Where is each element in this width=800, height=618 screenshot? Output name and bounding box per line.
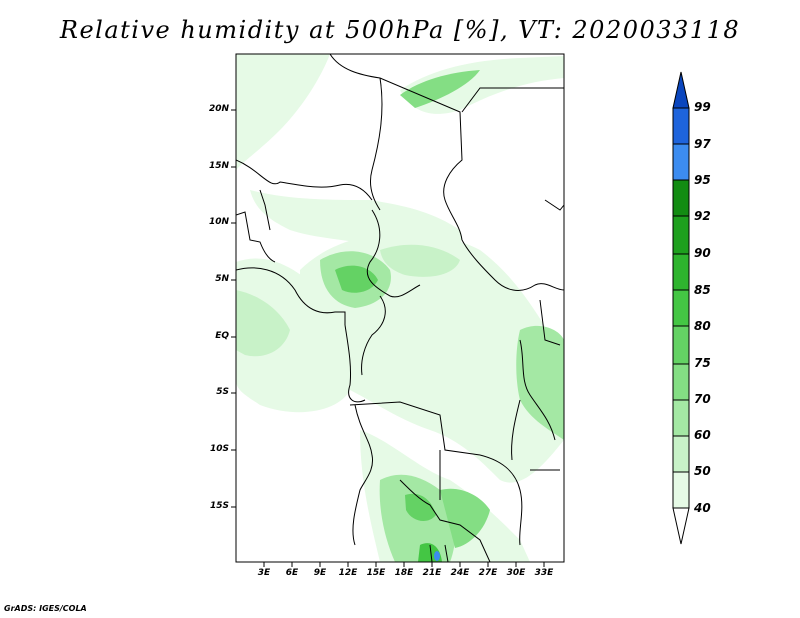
grads-credit: GrADS: IGES/COLA [4, 604, 87, 613]
colorbar-segment-85 [672, 289, 690, 327]
colorbar-label-99: 99 [694, 100, 711, 114]
colorbar-segment-60 [672, 435, 690, 473]
lat-label-15s: 15S [209, 501, 229, 511]
lon-label-15e: 15E [366, 568, 386, 578]
lon-label-9e: 9E [313, 568, 327, 578]
lon-label-6e: 6E [285, 568, 299, 578]
colorbar-label-70: 70 [694, 392, 711, 406]
colorbar-segment-97 [672, 143, 690, 181]
map-frame [235, 53, 565, 563]
colorbar-label-95: 95 [694, 173, 711, 187]
latitude-ticks [231, 109, 236, 508]
lat-label-15n: 15N [208, 161, 229, 171]
colorbar-bottom-arrow [672, 507, 690, 545]
humidity-region-south-max [434, 551, 440, 561]
humidity-region-central-band [250, 190, 462, 254]
humidity-field [236, 54, 564, 562]
lat-label-20n: 20N [208, 104, 229, 114]
lon-label-30e: 30E [506, 568, 526, 578]
colorbar [672, 71, 690, 545]
colorbar-segment-92 [672, 215, 690, 255]
colorbar-label-97: 97 [694, 137, 711, 151]
humidity-region-zambia-core [405, 493, 436, 522]
humidity-region-north [236, 54, 330, 170]
colorbar-segment-80 [672, 325, 690, 365]
longitude-ticks [263, 562, 545, 567]
colorbar-label-90: 90 [694, 246, 711, 260]
colorbar-segment-70 [672, 399, 690, 437]
lon-label-27e: 27E [478, 568, 498, 578]
humidity-region-mozambique [440, 488, 490, 548]
colorbar-top-arrow [672, 71, 690, 109]
lon-label-24e: 24E [450, 568, 470, 578]
map-title: Relative humidity at 500hPa [%], VT: 202… [59, 16, 741, 44]
humidity-region-gabon [236, 290, 290, 357]
country-borders [236, 54, 564, 562]
lon-label-3e: 3E [257, 568, 271, 578]
colorbar-segment-50 [672, 471, 690, 509]
humidity-region-north-streak [400, 70, 480, 108]
lon-label-33e: 33E [534, 568, 554, 578]
lat-label-10n: 10N [208, 217, 229, 227]
colorbar-label-85: 85 [694, 283, 711, 297]
lon-label-18e: 18E [394, 568, 414, 578]
lat-label-5s: 5S [216, 387, 229, 397]
colorbar-segment-99 [672, 107, 690, 145]
lat-label-5n: 5N [215, 274, 229, 284]
humidity-region-northeast [400, 56, 564, 114]
humidity-region-car [380, 244, 460, 277]
lat-label-eq: EQ [215, 331, 229, 341]
colorbar-segment-95 [672, 179, 690, 217]
colorbar-label-60: 60 [694, 428, 711, 442]
colorbar-label-80: 80 [694, 319, 711, 333]
lon-label-12e: 12E [338, 568, 358, 578]
humidity-region-lakes [516, 325, 564, 440]
lat-label-10s: 10S [209, 444, 229, 454]
lon-label-21e: 21E [422, 568, 442, 578]
colorbar-segment-90 [672, 253, 690, 291]
colorbar-label-75: 75 [694, 356, 711, 370]
colorbar-label-40: 40 [694, 501, 711, 515]
colorbar-segment-75 [672, 363, 690, 401]
colorbar-label-92: 92 [694, 209, 711, 223]
colorbar-label-50: 50 [694, 464, 711, 478]
